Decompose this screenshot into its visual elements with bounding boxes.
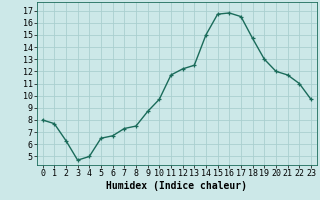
X-axis label: Humidex (Indice chaleur): Humidex (Indice chaleur): [106, 181, 247, 191]
